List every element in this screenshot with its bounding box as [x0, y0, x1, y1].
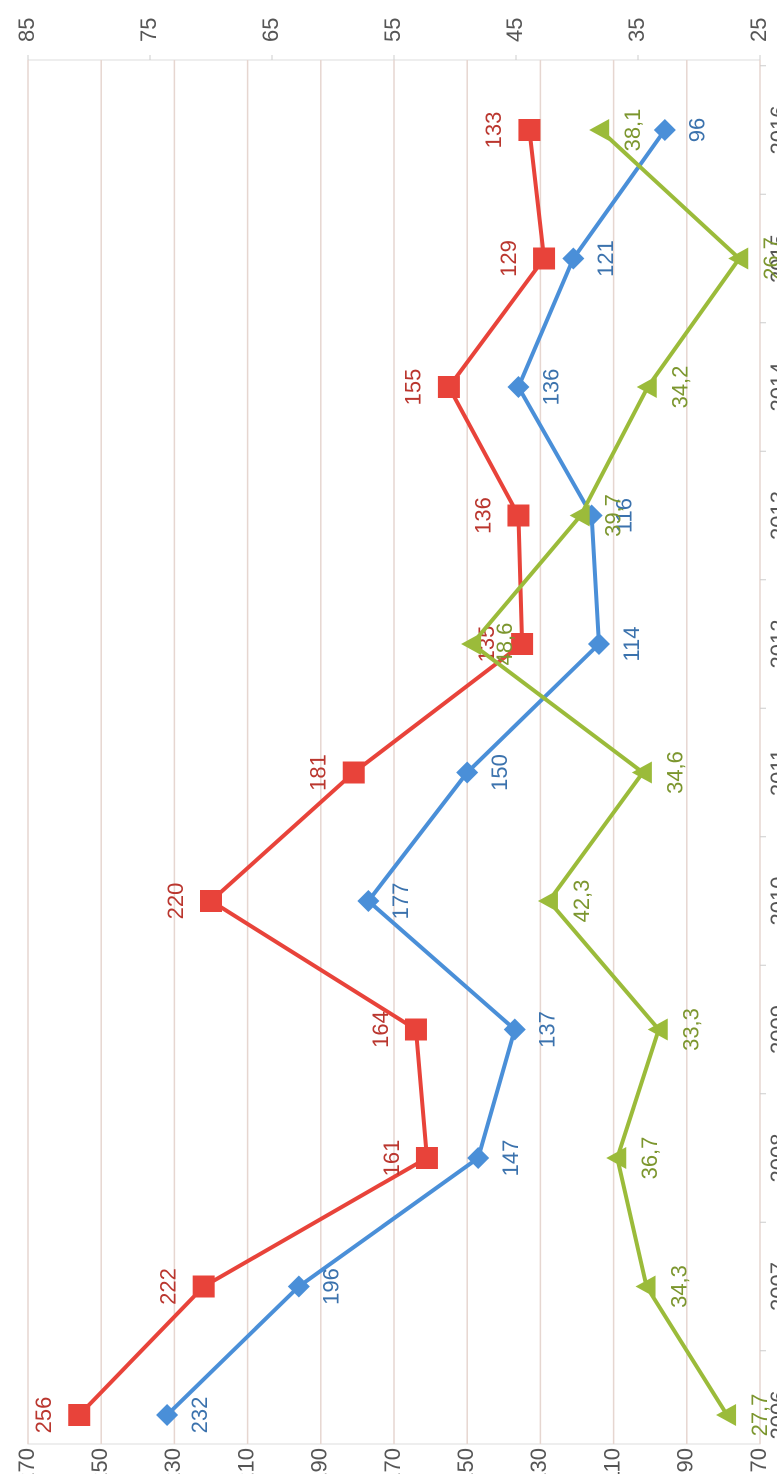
marker — [631, 761, 652, 784]
x-tick-label: 2009 — [766, 1005, 777, 1054]
x-tick-label: 2012 — [766, 620, 777, 669]
data-label: 34,3 — [666, 1265, 691, 1308]
data-label: 164 — [368, 1011, 393, 1048]
marker — [507, 376, 530, 398]
data-label: 181 — [306, 754, 331, 791]
y-tick-label: 210 — [233, 1448, 258, 1474]
y2-tick-label: 35 — [624, 18, 649, 42]
data-label: 96 — [685, 118, 710, 142]
data-label: 136 — [470, 497, 495, 534]
marker — [200, 890, 222, 912]
marker — [192, 1275, 215, 1298]
marker — [569, 504, 590, 527]
x-tick-label: 2008 — [766, 1134, 777, 1183]
marker — [636, 376, 657, 398]
x-tick-label: 2014 — [766, 363, 777, 412]
x-tick-label: 2007 — [766, 1262, 777, 1311]
marker — [562, 247, 585, 270]
y-tick-label: 170 — [380, 1448, 405, 1474]
y-tick-label: 230 — [160, 1448, 185, 1474]
data-label: 36,7 — [637, 1137, 662, 1180]
marker — [415, 1147, 438, 1169]
y-tick-label: 190 — [307, 1448, 332, 1474]
x-tick-label: 2011 — [766, 749, 777, 796]
marker — [511, 633, 534, 655]
marker — [716, 1404, 737, 1426]
data-label: 220 — [163, 883, 188, 920]
marker — [518, 119, 541, 141]
marker — [606, 1147, 627, 1169]
y-tick-label: 110 — [599, 1448, 624, 1474]
marker — [287, 1275, 310, 1298]
marker — [357, 890, 380, 912]
data-label: 116 — [611, 498, 636, 533]
data-label: 147 — [498, 1140, 523, 1177]
y-tick-label: 130 — [526, 1448, 551, 1474]
marker — [533, 247, 556, 270]
marker — [461, 633, 482, 655]
marker — [589, 119, 610, 141]
y2-tick-label: 45 — [502, 18, 527, 42]
marker — [467, 1147, 490, 1169]
marker — [587, 633, 610, 655]
data-label: 222 — [155, 1268, 180, 1305]
marker — [342, 761, 365, 784]
marker — [507, 504, 530, 527]
marker — [456, 761, 479, 784]
data-label: 39,7 — [600, 494, 625, 537]
data-label: 34,2 — [668, 366, 693, 409]
x-tick-label: 2013 — [766, 491, 777, 540]
data-label: 161 — [379, 1140, 404, 1177]
data-label: 129 — [496, 240, 521, 277]
marker — [156, 1404, 179, 1426]
data-label: 42,3 — [569, 880, 594, 923]
data-label: 27,7 — [747, 1394, 772, 1437]
marker — [647, 1018, 668, 1041]
data-label: 133 — [481, 112, 506, 149]
y-tick-label: 250 — [87, 1448, 112, 1474]
data-label: 121 — [593, 240, 618, 277]
marker — [728, 247, 749, 270]
data-label: 196 — [319, 1268, 344, 1305]
data-label: 114 — [619, 626, 644, 661]
y-tick-label: 270 — [14, 1448, 39, 1474]
data-label: 26,7 — [759, 237, 777, 280]
data-label: 38,1 — [620, 109, 645, 152]
y2-tick-label: 55 — [380, 18, 405, 42]
data-label: 256 — [31, 1397, 56, 1434]
marker — [635, 1275, 656, 1298]
marker — [437, 376, 460, 398]
x-tick-label: 2010 — [766, 877, 777, 926]
data-label: 48,6 — [492, 623, 517, 666]
y-tick-label: 70 — [746, 1448, 771, 1472]
y2-tick-label: 85 — [14, 18, 39, 42]
y2-tick-label: 65 — [258, 18, 283, 42]
x-tick-label: 2016 — [766, 106, 777, 155]
data-label: 155 — [401, 369, 426, 406]
y-tick-label: 90 — [673, 1448, 698, 1472]
data-label: 150 — [487, 754, 512, 791]
data-label: 177 — [388, 883, 413, 920]
y-tick-label: 150 — [453, 1448, 478, 1474]
marker — [537, 890, 558, 912]
y2-tick-label: 25 — [746, 18, 771, 42]
marker — [68, 1404, 91, 1426]
y2-tick-label: 75 — [136, 18, 161, 42]
data-label: 34,6 — [663, 751, 688, 794]
x-tick-label: 2006 — [766, 1391, 777, 1440]
rotated-chart: 70 90 110 130 150 170 190 210 230 250 270 25 35 45 55 6… — [14, 18, 777, 1474]
x-tick-label: 2015 — [766, 234, 777, 283]
data-label: 136 — [538, 369, 563, 406]
marker — [404, 1018, 427, 1041]
data-label: 232 — [187, 1397, 212, 1434]
data-label: 137 — [535, 1011, 560, 1048]
marker — [503, 1018, 526, 1041]
data-label: 33,3 — [679, 1008, 704, 1051]
marker — [653, 119, 676, 141]
